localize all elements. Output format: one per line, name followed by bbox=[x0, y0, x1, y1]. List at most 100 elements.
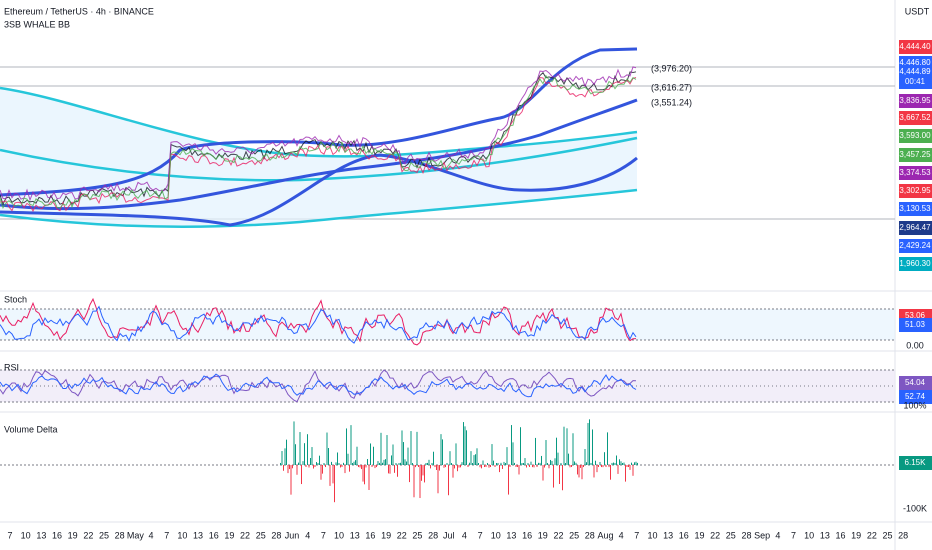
volume-bar bbox=[547, 462, 548, 465]
volume-bar bbox=[533, 465, 535, 468]
volume-bar bbox=[325, 465, 326, 468]
time-label: 13 bbox=[36, 530, 46, 540]
volume-bar bbox=[458, 465, 460, 468]
volume-bar bbox=[530, 461, 532, 465]
price-label-bg bbox=[899, 40, 932, 54]
volume-bar bbox=[355, 460, 356, 465]
volume-bar bbox=[535, 437, 536, 465]
price-label-bg bbox=[899, 184, 932, 198]
price-label-bg bbox=[899, 75, 932, 89]
time-label: 19 bbox=[381, 530, 391, 540]
volume-bar bbox=[296, 465, 298, 475]
time-label: Jun bbox=[285, 530, 300, 540]
volume-bar bbox=[473, 455, 475, 465]
volume-bar bbox=[472, 462, 473, 465]
volume-bar bbox=[466, 430, 467, 465]
price-label: 3,130.53 bbox=[899, 204, 931, 213]
time-label: 10 bbox=[647, 530, 657, 540]
volume-bar bbox=[622, 462, 623, 465]
volume-bar bbox=[404, 459, 406, 465]
time-label: 22 bbox=[710, 530, 720, 540]
oscillator-line bbox=[0, 373, 637, 398]
volume-bar bbox=[601, 465, 602, 468]
volume-bar bbox=[617, 465, 619, 474]
volume-bar bbox=[380, 432, 382, 465]
volume-bar bbox=[589, 419, 590, 465]
time-label: 25 bbox=[99, 530, 109, 540]
volume-bar bbox=[463, 422, 464, 465]
volume-bar bbox=[446, 462, 448, 465]
time-label: 13 bbox=[193, 530, 203, 540]
volume-bar bbox=[374, 465, 376, 469]
volume-bar bbox=[556, 437, 557, 465]
volume-bar bbox=[551, 460, 553, 465]
volume-bar bbox=[326, 432, 328, 465]
volume-bar bbox=[299, 432, 301, 465]
time-label: 7 bbox=[7, 530, 12, 540]
volume-bar bbox=[572, 433, 574, 465]
volume-bar bbox=[305, 465, 307, 468]
volume-bar bbox=[433, 451, 434, 465]
volume-bar bbox=[523, 462, 524, 465]
volume-bar bbox=[313, 465, 314, 469]
price-trace bbox=[0, 76, 637, 212]
volume-bar bbox=[616, 455, 617, 465]
price-trace bbox=[0, 66, 637, 202]
volume-bar bbox=[488, 465, 490, 468]
time-label: 7 bbox=[478, 530, 483, 540]
time-label: 7 bbox=[321, 530, 326, 540]
volume-bar bbox=[314, 465, 316, 468]
volume-bar bbox=[373, 446, 374, 465]
volume-bar bbox=[347, 453, 349, 465]
volume-bar bbox=[370, 443, 371, 465]
volume-bar bbox=[487, 462, 488, 465]
volume-bar bbox=[329, 465, 331, 486]
volume-bar bbox=[632, 465, 634, 476]
volume-bar bbox=[491, 444, 493, 465]
time-label: 13 bbox=[350, 530, 360, 540]
volume-bar bbox=[425, 463, 427, 465]
volume-bar bbox=[584, 449, 586, 465]
volume-bar bbox=[514, 462, 515, 465]
pane-label: 54.04 bbox=[905, 378, 926, 387]
price-label: 2,964.47 bbox=[899, 223, 931, 232]
pane-label: 51.03 bbox=[905, 320, 926, 329]
band-upper bbox=[0, 86, 638, 158]
time-label: 22 bbox=[83, 530, 93, 540]
volume-bar bbox=[356, 446, 358, 465]
volume-bar bbox=[280, 462, 281, 465]
volume-bar bbox=[461, 462, 463, 465]
time-label: 25 bbox=[412, 530, 422, 540]
volume-bar bbox=[332, 465, 334, 484]
volume-bar bbox=[316, 462, 317, 465]
volume-bar bbox=[292, 465, 293, 469]
time-label: 16 bbox=[209, 530, 219, 540]
volume-bar bbox=[284, 448, 286, 465]
volume-bar bbox=[386, 435, 388, 465]
volume-bar bbox=[379, 462, 380, 465]
time-label: 16 bbox=[365, 530, 375, 540]
time-label: 10 bbox=[334, 530, 344, 540]
volume-bar bbox=[368, 465, 370, 490]
volume-bar bbox=[445, 465, 446, 468]
volume-bar bbox=[364, 465, 365, 485]
pane-label-bg bbox=[899, 376, 932, 390]
volume-bar bbox=[343, 462, 344, 465]
price-label: 3,302.95 bbox=[899, 186, 931, 195]
time-label: May bbox=[127, 530, 145, 540]
volume-bar bbox=[509, 465, 511, 468]
time-label: 16 bbox=[522, 530, 532, 540]
volume-bar bbox=[382, 462, 383, 465]
volume-bar bbox=[586, 462, 587, 465]
volume-bar bbox=[544, 465, 545, 468]
volume-bar bbox=[308, 465, 310, 468]
volume-bar bbox=[541, 455, 542, 465]
volume-bar bbox=[548, 465, 550, 469]
time-label: Sep bbox=[754, 530, 770, 540]
time-label: 22 bbox=[240, 530, 250, 540]
volume-bar bbox=[505, 462, 506, 465]
price-label: 1,960.30 bbox=[899, 259, 931, 268]
volume-bar bbox=[397, 465, 398, 477]
volume-bar bbox=[448, 465, 449, 496]
volume-bar bbox=[413, 465, 415, 498]
